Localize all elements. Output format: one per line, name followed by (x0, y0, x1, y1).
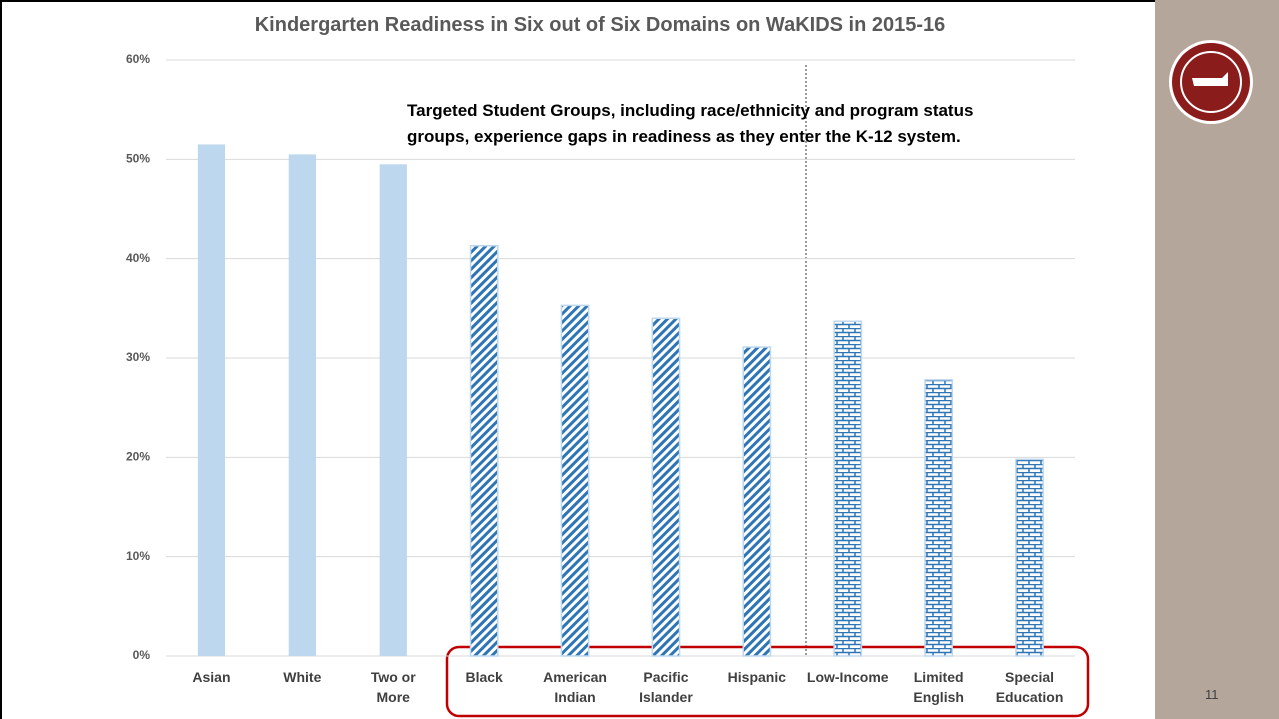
x-tick-label: Special Education (995, 669, 1064, 705)
bar (924, 379, 954, 657)
bar (1015, 458, 1044, 657)
bar (742, 346, 772, 657)
page-number: 11 (1205, 687, 1219, 702)
x-tick-label: Hispanic (727, 669, 787, 685)
annotation: Targeted Student Groups, including race/… (407, 101, 974, 146)
bar (197, 144, 226, 656)
y-tick-label: 50% (126, 152, 150, 166)
y-tick-label: 10% (126, 549, 150, 563)
x-tick-label: Two or More (370, 669, 416, 705)
y-tick-label: 0% (133, 648, 151, 662)
logo (1169, 40, 1253, 124)
y-tick-label: 20% (126, 450, 150, 464)
chart-title: Kindergarten Readiness in Six out of Six… (254, 14, 946, 36)
bar (651, 317, 681, 657)
y-tick-label: 60% (126, 52, 150, 66)
y-tick-label: 40% (126, 251, 150, 265)
x-tick-label: American Indian (543, 669, 607, 705)
x-tick-label: Asian (192, 669, 231, 685)
bar (288, 154, 316, 656)
x-tick-label: White (283, 669, 322, 685)
x-tick-label: Limited English (913, 669, 964, 705)
x-tick-label: Black (465, 669, 503, 685)
bar (560, 304, 590, 657)
x-tick-label: Low-Income (806, 669, 889, 685)
bar (833, 320, 863, 657)
y-tick-label: 30% (126, 350, 150, 364)
bar (379, 164, 407, 657)
bar (469, 245, 499, 657)
x-tick-label: Pacific Islander (639, 669, 693, 705)
